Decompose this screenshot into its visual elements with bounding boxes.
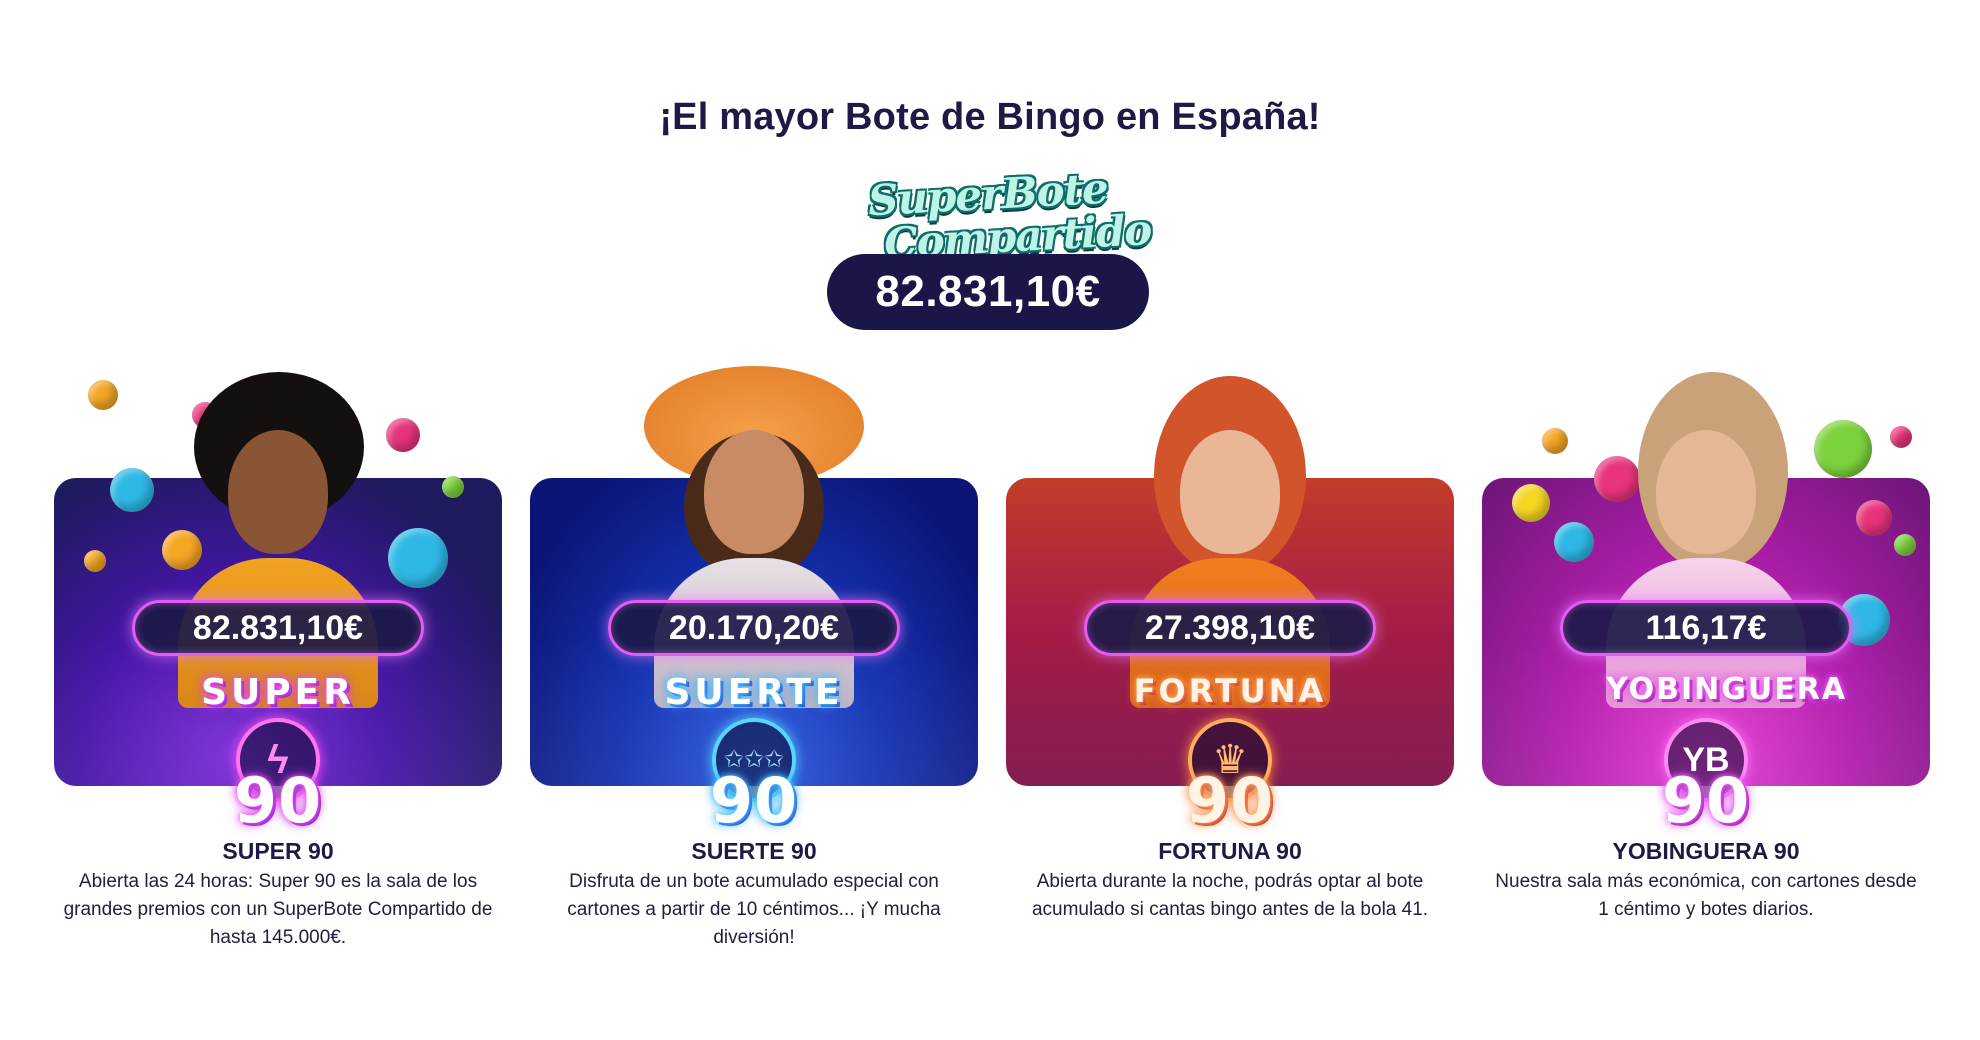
fortuna-90-logo: FORTUNA ♛ 90 bbox=[1130, 672, 1330, 837]
bingo-ball-icon bbox=[1814, 420, 1872, 478]
room-card-super-90[interactable]: 82.831,10€ SUPER ϟ 90 SUPER 90 Abierta l… bbox=[54, 372, 502, 948]
emblem-word: SUPER bbox=[201, 672, 355, 713]
suerte-90-logo: SUERTE ✩✩✩ 90 bbox=[654, 672, 854, 837]
room-jackpot-amount: 116,17€ bbox=[1560, 600, 1852, 656]
bingo-ball-icon bbox=[1542, 428, 1568, 454]
room-description: Abierta las 24 horas: Super 90 es la sal… bbox=[63, 871, 493, 948]
room-title[interactable]: FORTUNA 90 bbox=[1158, 838, 1302, 864]
emblem-word: YOBINGUERA bbox=[1606, 672, 1848, 707]
crown-icon: ♛ bbox=[1188, 718, 1272, 802]
room-description: Abierta durante la noche, podrás optar a… bbox=[1031, 871, 1429, 920]
stars-icon: ✩✩✩ bbox=[712, 718, 796, 802]
bingo-ball-icon bbox=[110, 468, 154, 512]
room-title[interactable]: SUERTE 90 bbox=[691, 838, 817, 864]
emblem-number: 90 bbox=[709, 764, 799, 837]
room-card-suerte-90[interactable]: 20.170,20€ SUERTE ✩✩✩ 90 SUERTE 90 Disfr… bbox=[530, 366, 978, 948]
emblem-number: 90 bbox=[233, 764, 323, 837]
room-description: Nuestra sala más económica, con cartones… bbox=[1495, 871, 1917, 920]
bingo-ball-icon bbox=[88, 380, 118, 410]
room-jackpot-amount: 27.398,10€ bbox=[1084, 600, 1376, 656]
emblem-number: 90 bbox=[1185, 764, 1275, 837]
bingo-ball-icon bbox=[1890, 426, 1912, 448]
bingo-ball-icon bbox=[1894, 534, 1916, 556]
room-description: Disfruta de un bote acumulado especial c… bbox=[567, 871, 941, 948]
room-title[interactable]: SUPER 90 bbox=[222, 838, 334, 864]
room-title[interactable]: YOBINGUERA 90 bbox=[1612, 838, 1800, 864]
bingo-ball-icon bbox=[1856, 500, 1892, 536]
bingo-ball-icon bbox=[442, 476, 464, 498]
superbote-jackpot-amount: 82.831,10€ bbox=[827, 254, 1149, 330]
bingo-ball-icon bbox=[84, 550, 106, 572]
bingo-ball-icon bbox=[1512, 484, 1550, 522]
super-90-logo: SUPER ϟ 90 bbox=[178, 672, 378, 837]
emblem-number: 90 bbox=[1661, 764, 1751, 837]
bingo-ball-icon bbox=[162, 530, 202, 570]
room-jackpot-amount: 82.831,10€ bbox=[132, 600, 424, 656]
bingo-ball-icon bbox=[388, 528, 448, 588]
headline: ¡El mayor Bote de Bingo en España! bbox=[659, 96, 1321, 138]
bingo-ball-icon bbox=[1554, 522, 1594, 562]
lightning-bolt-icon: ϟ bbox=[236, 718, 320, 802]
room-jackpot-amount: 20.170,20€ bbox=[608, 600, 900, 656]
bingo-ball-icon bbox=[1594, 456, 1640, 502]
host-photo bbox=[1606, 372, 1806, 708]
emblem-word: FORTUNA bbox=[1133, 672, 1327, 710]
yobinguera-90-logo: YOBINGUERA YB 90 bbox=[1606, 672, 1848, 837]
yb-monogram-icon: YB bbox=[1664, 718, 1748, 802]
emblem-word: SUERTE bbox=[664, 672, 844, 713]
room-card-fortuna-90[interactable]: 27.398,10€ FORTUNA ♛ 90 FORTUNA 90 Abier… bbox=[1006, 372, 1454, 920]
host-photo bbox=[178, 372, 378, 708]
room-card-yobinguera-90[interactable]: 116,17€ YOBINGUERA YB 90 YOBINGUERA 90 N… bbox=[1482, 372, 1930, 920]
bingo-ball-icon bbox=[386, 418, 420, 452]
